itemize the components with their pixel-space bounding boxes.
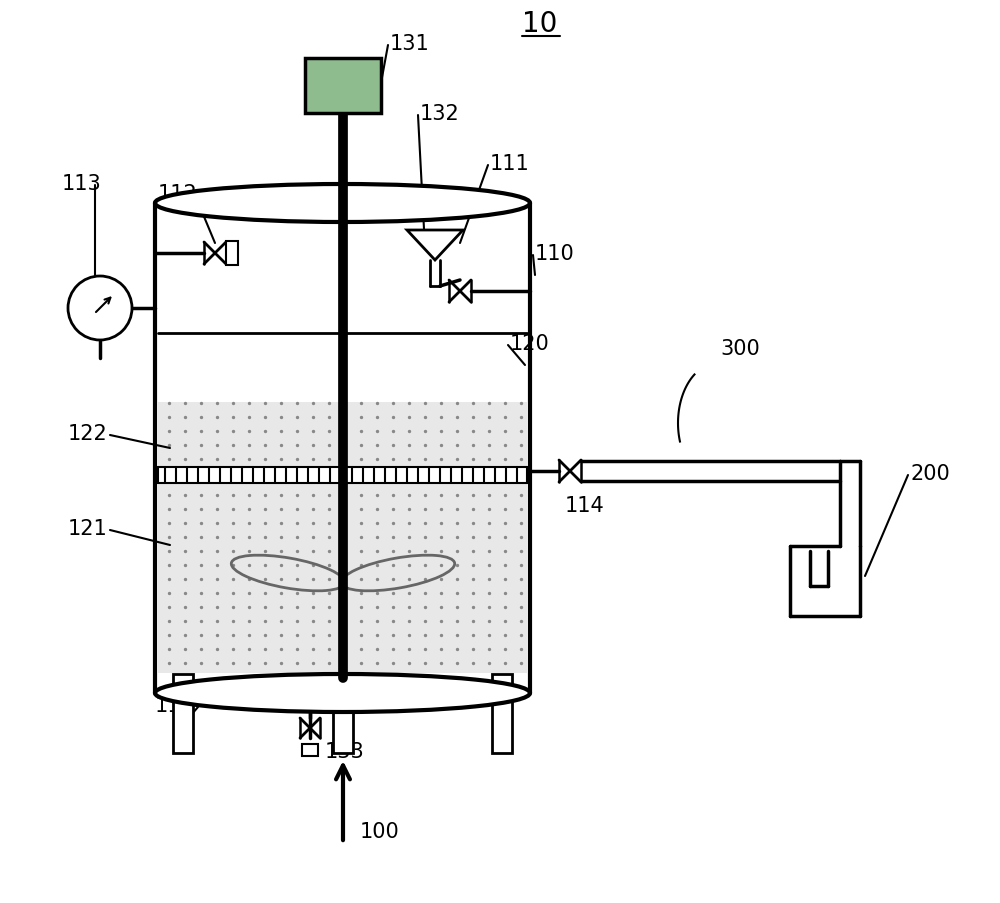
Text: 121: 121: [68, 518, 108, 538]
Text: 115: 115: [155, 695, 195, 715]
Text: 113: 113: [62, 173, 102, 194]
Text: 122: 122: [68, 424, 108, 443]
Text: 300: 300: [720, 339, 760, 358]
Bar: [155, 204, 530, 694]
Bar: [158, 483, 527, 674]
Bar: [173, 675, 193, 753]
Text: 110: 110: [535, 244, 575, 264]
Polygon shape: [407, 231, 463, 261]
Bar: [305, 59, 381, 114]
Ellipse shape: [155, 185, 530, 223]
Text: 114: 114: [565, 496, 605, 516]
Text: 131: 131: [390, 34, 430, 54]
Bar: [492, 675, 512, 753]
Text: 100: 100: [360, 821, 400, 841]
Text: 120: 120: [510, 333, 550, 354]
Text: 133: 133: [325, 741, 365, 761]
Ellipse shape: [155, 675, 530, 712]
Text: 111: 111: [490, 154, 530, 173]
Bar: [226, 242, 238, 265]
Text: 200: 200: [910, 463, 950, 483]
Bar: [158, 403, 527, 468]
Text: 10: 10: [522, 10, 558, 38]
Text: 112: 112: [158, 184, 198, 204]
Bar: [333, 675, 353, 753]
Text: 132: 132: [420, 104, 460, 124]
Bar: [158, 468, 527, 483]
Bar: [302, 744, 318, 756]
Circle shape: [68, 276, 132, 340]
